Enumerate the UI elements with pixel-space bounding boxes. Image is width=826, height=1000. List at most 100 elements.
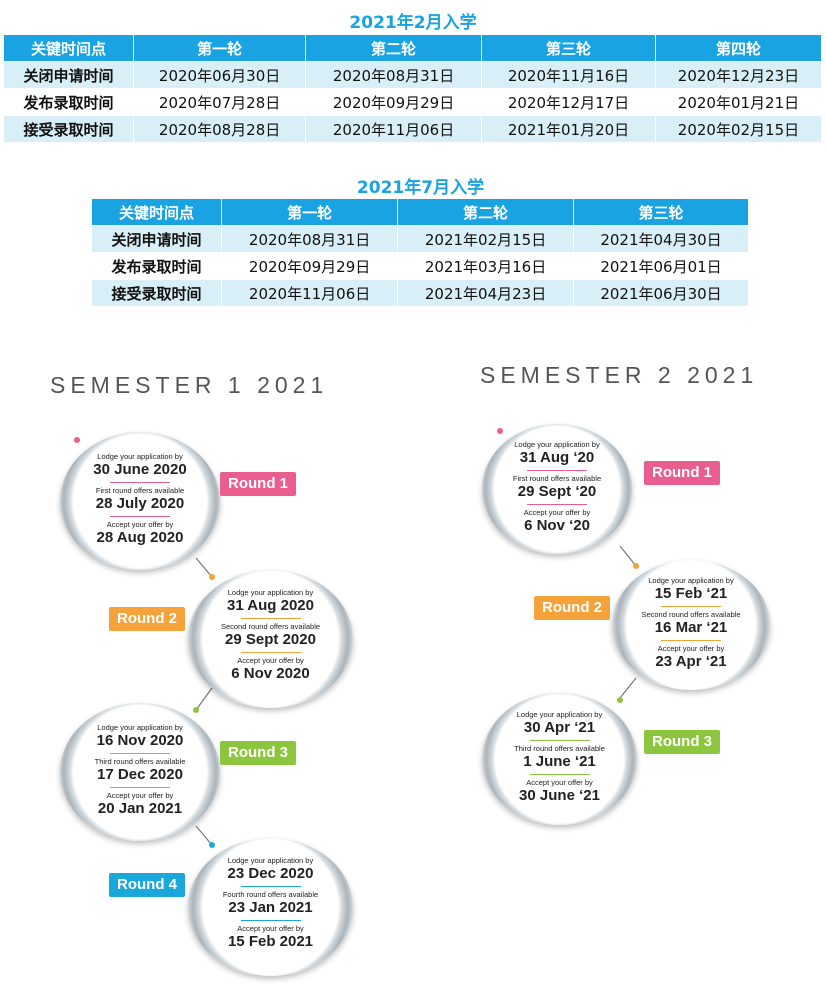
offer-caption: Third round offers available [94,757,186,766]
row-label: 接受录取时间 [92,279,223,306]
lodge-date: 31 Aug ‘20 [519,449,595,466]
row-label: 发布录取时间 [92,252,223,280]
divider [240,920,301,921]
lodge-caption: Lodge your application by [227,588,314,597]
offer-date: 29 Sept ‘20 [517,483,597,500]
divider [661,640,721,641]
header-round-3: 第三轮 [481,35,656,62]
table-cell: 2021年03月16日 [397,252,575,280]
table-cell: 2020年11月06日 [221,279,399,306]
lodge-caption: Lodge your application by [227,856,314,865]
sem2-round1-circle: Lodge your application by 31 Aug ‘20 Fir… [482,424,632,554]
lodge-date: 23 Dec 2020 [227,865,314,882]
table-cell: 2021年01月20日 [481,115,656,142]
connector-line [619,545,637,567]
offer-caption: First round offers available [95,486,185,495]
row-label: 关闭申请时间 [92,225,223,253]
lodge-date: 30 Apr ‘21 [523,719,596,736]
accept-date: 6 Nov 2020 [231,665,310,682]
table-row: 接受录取时间 2020年08月28日 2020年11月06日 2021年01月2… [4,115,823,142]
feb-intake-table: 关键时间点 第一轮 第二轮 第三轮 第四轮 关闭申请时间 2020年06月30日… [4,35,823,142]
table-cell: 2020年09月29日 [221,252,399,280]
table-cell: 2020年08月31日 [221,225,399,253]
timeline-dot [633,563,639,569]
accept-caption: Accept your offer by [657,644,725,653]
header-round-1: 第一轮 [221,199,399,226]
divider [110,482,170,483]
table-header-row: 关键时间点 第一轮 第二轮 第三轮 第四轮 [4,35,823,62]
accept-caption: Accept your offer by [237,924,304,933]
divider [240,652,301,653]
header-round-4: 第四轮 [655,35,823,62]
table-row: 发布录取时间 2020年07月28日 2020年09月29日 2020年12月1… [4,88,823,116]
table-cell: 2020年11月06日 [305,115,483,142]
timeline-dot [209,574,215,580]
table-row: 接受录取时间 2020年11月06日 2021年04月23日 2021年06月3… [92,279,749,306]
table-cell: 2020年12月23日 [655,61,823,89]
table-cell: 2021年04月23日 [397,279,575,306]
lodge-caption: Lodge your application by [648,576,734,585]
jul-intake-table: 关键时间点 第一轮 第二轮 第三轮 关闭申请时间 2020年08月31日 202… [92,199,749,306]
offer-date: 29 Sept 2020 [225,631,316,648]
offer-caption: Second round offers available [220,622,321,631]
lodge-date: 15 Feb ‘21 [654,585,728,602]
table-cell: 2021年06月30日 [573,279,749,306]
accept-caption: Accept your offer by [526,778,593,787]
accept-date: 15 Feb 2021 [227,933,314,950]
sem1-round4-circle: Lodge your application by 23 Dec 2020 Fo… [188,838,353,976]
lodge-date: 30 June 2020 [93,461,187,478]
timeline-dot [497,428,503,434]
offer-date: 17 Dec 2020 [97,766,183,783]
offer-caption: Third round offers available [514,744,605,753]
divider [240,618,301,619]
sem1-round4-badge: Round 4 [109,873,185,897]
accept-caption: Accept your offer by [106,520,174,529]
offer-date: 23 Jan 2021 [228,899,313,916]
header-round-2: 第二轮 [305,35,483,62]
divider [527,504,587,505]
table-cell: 2020年12月17日 [481,88,656,116]
table-cell: 2020年11月16日 [481,61,656,89]
header-round-1: 第一轮 [133,35,307,62]
header-round-3: 第三轮 [573,199,749,226]
connector-line [195,825,213,846]
divider [110,787,170,788]
offer-date: 1 June ‘21 [523,753,596,770]
table-row: 关闭申请时间 2020年08月31日 2021年02月15日 2021年04月3… [92,225,749,253]
timeline-dot [193,707,199,713]
table-row: 发布录取时间 2020年09月29日 2021年03月16日 2021年06月0… [92,252,749,280]
sem2-round3-circle: Lodge your application by 30 Apr ‘21 Thi… [482,693,637,825]
timeline-dot [617,697,623,703]
sem1-round3-circle: Lodge your application by 16 Nov 2020 Th… [60,703,220,841]
sem2-round2-badge: Round 2 [534,596,610,620]
table-cell: 2020年08月28日 [133,115,307,142]
connector-line [619,677,637,699]
jul-table-title: 2021年7月入学 [356,178,485,198]
sem2-round3-badge: Round 3 [644,730,720,754]
offer-caption: First round offers available [512,474,602,483]
connector-line [195,557,213,578]
accept-caption: Accept your offer by [523,508,591,517]
table-cell: 2020年09月29日 [305,88,483,116]
table-cell: 2020年01月21日 [655,88,823,116]
header-key-dates: 关键时间点 [4,35,135,62]
sem2-round1-badge: Round 1 [644,461,720,485]
header-key-dates: 关键时间点 [92,199,223,226]
header-round-2: 第二轮 [397,199,575,226]
lodge-caption: Lodge your application by [97,452,183,461]
sem1-round1-circle: Lodge your application by 30 June 2020 F… [60,432,220,570]
table-row: 关闭申请时间 2020年06月30日 2020年08月31日 2020年11月1… [4,61,823,89]
table-cell: 2020年06月30日 [133,61,307,89]
semester-1-title: SEMESTER 1 2021 [50,372,329,398]
lodge-caption: Lodge your application by [516,710,603,719]
row-label: 发布录取时间 [4,88,135,116]
sem1-round2-badge: Round 2 [109,607,185,631]
divider [529,740,590,741]
divider [110,753,170,754]
sem1-round2-circle: Lodge your application by 31 Aug 2020 Se… [188,570,353,708]
table-cell: 2021年06月01日 [573,252,749,280]
accept-caption: Accept your offer by [237,656,304,665]
accept-date: 28 Aug 2020 [96,529,184,546]
connector-line [195,687,213,711]
